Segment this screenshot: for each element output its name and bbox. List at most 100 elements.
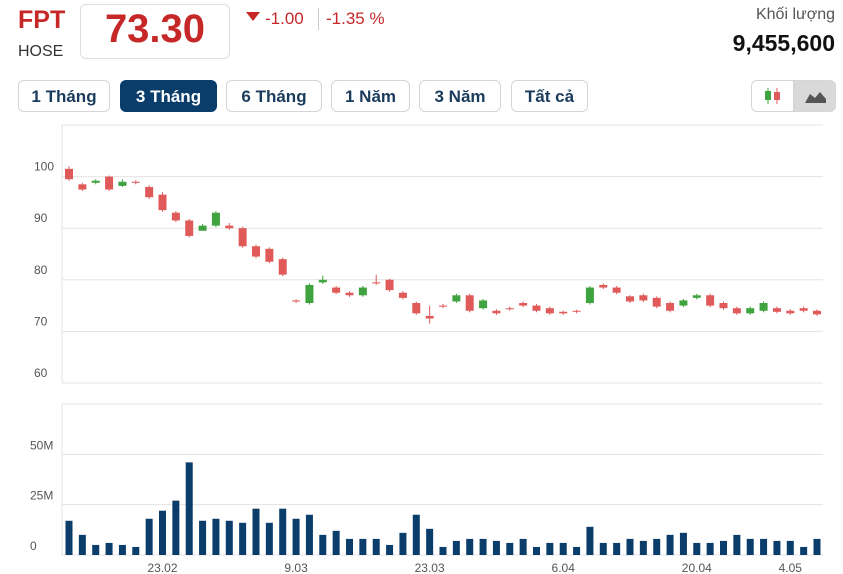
volume-bar xyxy=(159,510,166,555)
candle-body xyxy=(479,300,488,309)
volume-bar xyxy=(332,530,340,555)
candle-body xyxy=(398,292,407,298)
candle-body xyxy=(198,225,207,231)
volume-bar xyxy=(733,534,741,555)
candle-icon xyxy=(765,88,780,104)
candle-body xyxy=(439,305,447,307)
volume-bar xyxy=(292,518,300,555)
volume-bar xyxy=(359,538,367,555)
candle-body xyxy=(118,181,127,186)
volume-bar xyxy=(78,534,86,555)
volume-bar xyxy=(666,534,674,555)
candle-body xyxy=(412,303,421,314)
x-tick-label: 23.03 xyxy=(415,561,445,574)
candle-body xyxy=(746,308,755,314)
candle-body xyxy=(786,310,795,314)
candle-body xyxy=(332,287,341,293)
volume-bar xyxy=(439,546,447,555)
volume-bar xyxy=(599,542,607,555)
candle-body xyxy=(559,311,568,314)
candle-body xyxy=(639,295,648,301)
candle-body xyxy=(612,287,621,293)
range-button[interactable]: 1 Tháng xyxy=(18,80,110,112)
candle-body xyxy=(225,225,234,229)
volume-bar xyxy=(372,538,380,555)
x-tick-label: 20.04 xyxy=(682,561,712,574)
volume-bar xyxy=(653,538,661,555)
candle-body xyxy=(626,296,634,302)
separator xyxy=(318,8,319,30)
volume-bar xyxy=(786,540,794,555)
volume-bar xyxy=(546,542,554,555)
area-toggle[interactable] xyxy=(794,80,836,112)
candle-body xyxy=(171,212,180,221)
candle-body xyxy=(105,176,114,190)
volume-bar xyxy=(746,538,754,555)
volume-bar xyxy=(65,520,73,555)
volume-bar xyxy=(172,500,180,555)
volume-bar xyxy=(586,526,594,555)
volume-bar xyxy=(613,542,621,555)
volume-bar xyxy=(199,520,207,555)
volume-bar xyxy=(800,546,808,555)
volume-value: 9,455,600 xyxy=(732,30,835,56)
volume-bar xyxy=(239,522,247,555)
candle-body xyxy=(238,228,247,247)
change: -1.00 xyxy=(265,9,304,28)
volume-bar xyxy=(305,514,313,555)
candle-body xyxy=(372,282,381,284)
area-icon xyxy=(805,92,826,103)
candle-body xyxy=(385,279,394,291)
candle-body xyxy=(545,308,554,314)
candle-body xyxy=(91,180,100,183)
volume-bar xyxy=(573,546,581,555)
candle-body xyxy=(505,308,514,310)
candle-body xyxy=(666,303,675,311)
range-button[interactable]: 6 Tháng xyxy=(226,80,322,112)
volume-bar xyxy=(252,508,260,555)
range-button[interactable]: Tất cả xyxy=(511,80,588,112)
x-tick-label: 4.05 xyxy=(779,561,803,574)
y-tick-label: 60 xyxy=(34,366,48,380)
candle-body xyxy=(759,303,768,311)
range-button[interactable]: 1 Năm xyxy=(331,80,410,112)
volume-bar xyxy=(452,540,460,555)
range-button[interactable]: 3 Năm xyxy=(419,80,501,112)
candle-toggle[interactable] xyxy=(751,80,794,112)
volume-bar xyxy=(118,544,126,555)
volume-bar xyxy=(132,546,140,555)
y-tick-label: 80 xyxy=(34,263,48,277)
volume-bar xyxy=(533,546,540,555)
volume-bar xyxy=(92,544,100,555)
exchange: HOSE xyxy=(18,43,64,60)
range-button[interactable]: 3 Tháng xyxy=(120,80,217,112)
volume-bar xyxy=(720,540,727,555)
volume-bar xyxy=(145,518,153,555)
candle-body xyxy=(532,305,541,311)
x-tick-label: 9.03 xyxy=(284,561,308,574)
y-tick-label: 70 xyxy=(34,314,48,328)
candle-body xyxy=(252,246,260,257)
y-tick-label: 100 xyxy=(34,160,54,174)
volume-bar xyxy=(506,542,514,555)
volume-bar xyxy=(479,538,487,555)
candle-body xyxy=(719,303,728,309)
volume-bar xyxy=(319,534,327,555)
volume-bar xyxy=(693,542,701,555)
volume-bar xyxy=(279,508,287,555)
down-arrow xyxy=(246,12,260,21)
candle-body xyxy=(305,284,314,304)
volume-bar xyxy=(639,540,647,555)
candle-body xyxy=(572,310,581,312)
volume-bar xyxy=(559,542,567,555)
volume-bar xyxy=(412,514,420,555)
volume-bar xyxy=(626,538,634,555)
candle-body xyxy=(265,248,274,262)
candle-body xyxy=(772,308,781,312)
candle-body xyxy=(452,295,461,302)
volume-bar xyxy=(760,538,768,555)
candle-body xyxy=(345,292,354,296)
price-box xyxy=(80,4,230,59)
